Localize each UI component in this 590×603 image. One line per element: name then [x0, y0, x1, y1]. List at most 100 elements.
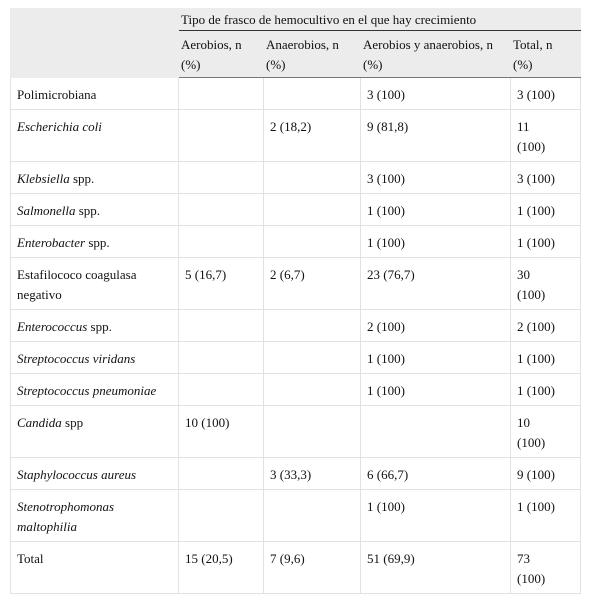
cell: 1 (100) [360, 489, 511, 542]
empty-cell [178, 489, 264, 542]
column-header: Aerobios, n (%) [178, 30, 264, 78]
table-body: Polimicrobiana 3 (100) 3 (100) Escherichia … [10, 77, 581, 594]
cell: 2 (100) [360, 309, 511, 342]
table-row: Candida spp 10 (100) 10 (100) [10, 405, 581, 458]
cell: 3 (100) [510, 161, 581, 194]
label-text: Klebsiella [17, 171, 70, 186]
cell: 1 (100) [510, 225, 581, 258]
cell: 1 (100) [510, 373, 581, 406]
cell: 3 (33,3) [263, 457, 361, 490]
table-row: Polimicrobiana 3 (100) 3 (100) [10, 77, 581, 110]
cell: 1 (100) [360, 373, 511, 406]
table-row: Streptococcus pneumoniae 1 (100) 1 (100) [10, 373, 581, 406]
cell: 2 (18,2) [263, 109, 361, 162]
empty-cell [263, 225, 361, 258]
label-text: Enterococcus [17, 319, 88, 334]
row-label: Polimicrobiana [10, 77, 179, 110]
empty-cell [178, 109, 264, 162]
cell: 1 (100) [360, 225, 511, 258]
empty-cell [178, 77, 264, 110]
cell: 1 (100) [510, 489, 581, 542]
label-text: Estafilococo coagulasa negativo [17, 267, 137, 302]
empty-cell [178, 341, 264, 374]
cell: 2 (100) [510, 309, 581, 342]
cell: 3 (100) [360, 77, 511, 110]
table-row: Enterobacter spp. 1 (100) 1 (100) [10, 225, 581, 258]
row-label: Streptococcus viridans [10, 341, 179, 374]
cell: 11 (100) [510, 109, 581, 162]
label-text: Escherichia coli [17, 119, 102, 134]
empty-cell [178, 225, 264, 258]
cell: 1 (100) [510, 341, 581, 374]
table-header: Tipo de frasco de hemocultivo en el que … [10, 8, 581, 78]
label-text: spp. [90, 319, 112, 334]
row-label: Staphylococcus aureus [10, 457, 179, 490]
cell: 1 (100) [510, 193, 581, 226]
table-row: Estafilococo coagulasa negativo 5 (16,7) 2… [10, 257, 581, 310]
cell: 3 (100) [510, 77, 581, 110]
label-text: spp. [72, 171, 95, 186]
table-row: Streptococcus viridans 1 (100) 1 (100) [10, 341, 581, 374]
cell: 23 (76,7) [360, 257, 511, 310]
row-label: Escherichia coli [10, 109, 179, 162]
cell: 9 (100) [510, 457, 581, 490]
empty-cell [178, 193, 264, 226]
table-row: Total 15 (20,5) 7 (9,6) 51 (69,9) 73 (100) [10, 541, 581, 594]
cell: 1 (100) [360, 193, 511, 226]
table-row: Salmonella spp. 1 (100) 1 (100) [10, 193, 581, 226]
table-row: Stenotrophomonas maltophilia 1 (100) 1 (10… [10, 489, 581, 542]
data-table: Tipo de frasco de hemocultivo en el que … [10, 8, 581, 594]
label-text: Salmonella [17, 203, 76, 218]
label-text: Enterobacter [17, 235, 86, 250]
cell: 3 (100) [360, 161, 511, 194]
column-header: Aerobios y anaerobios, n (%) [360, 30, 511, 78]
table-row: Escherichia coli 2 (18,2) 9 (81,8) 11 (100) [10, 109, 581, 162]
label-text: Streptococcus viridans [17, 351, 136, 366]
cell: 51 (69,9) [360, 541, 511, 594]
label-text: Streptococcus pneumoniae [17, 383, 157, 398]
cell: 9 (81,8) [360, 109, 511, 162]
empty-cell [263, 489, 361, 542]
row-label: Total [10, 541, 179, 594]
row-label: Enterobacter spp. [10, 225, 179, 258]
label-text: spp [65, 415, 84, 430]
cell: 1 (100) [360, 341, 511, 374]
empty-cell [360, 405, 511, 458]
label-text: Polimicrobiana [17, 87, 97, 102]
empty-cell [263, 341, 361, 374]
empty-cell [263, 193, 361, 226]
empty-cell [178, 457, 264, 490]
empty-cell [178, 373, 264, 406]
row-label: Klebsiella spp. [10, 161, 179, 194]
cell: 73 (100) [510, 541, 581, 594]
empty-cell [263, 405, 361, 458]
empty-cell [263, 77, 361, 110]
cell: 7 (9,6) [263, 541, 361, 594]
cell: 30 (100) [510, 257, 581, 310]
row-label: Salmonella spp. [10, 193, 179, 226]
cell: 5 (16,7) [178, 257, 264, 310]
table-row: Enterococcus spp. 2 (100) 2 (100) [10, 309, 581, 342]
column-header: Total, n (%) [510, 30, 581, 78]
label-text: Total [17, 551, 44, 566]
row-label: Candida spp [10, 405, 179, 458]
row-label: Estafilococo coagulasa negativo [10, 257, 179, 310]
empty-cell [263, 161, 361, 194]
cell: 10 (100) [178, 405, 264, 458]
row-label: Streptococcus pneumoniae [10, 373, 179, 406]
empty-cell [178, 309, 264, 342]
group-header: Tipo de frasco de hemocultivo en el que … [178, 8, 581, 31]
cell: 15 (20,5) [178, 541, 264, 594]
empty-cell [263, 309, 361, 342]
corner-cell [10, 8, 179, 78]
table-row: Staphylococcus aureus 3 (33,3) 6 (66,7) 9 (… [10, 457, 581, 490]
row-label: Stenotrophomonas maltophilia [10, 489, 179, 542]
label-text: Staphylococcus aureus [17, 467, 137, 482]
label-text: Stenotrophomonas maltophilia [17, 499, 115, 534]
cell: 6 (66,7) [360, 457, 511, 490]
row-label: Enterococcus spp. [10, 309, 179, 342]
cell: 2 (6,7) [263, 257, 361, 310]
cell: 10 (100) [510, 405, 581, 458]
label-text: spp. [88, 235, 110, 250]
